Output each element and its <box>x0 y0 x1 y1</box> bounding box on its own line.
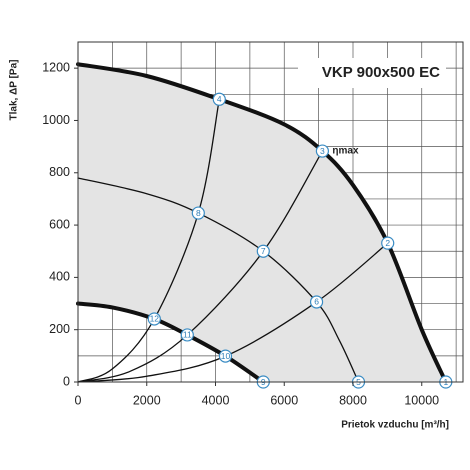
operating-point <box>256 244 270 258</box>
operating-area <box>78 64 446 382</box>
title-box <box>298 58 446 88</box>
y-tick-label: 1200 <box>42 60 70 74</box>
curve <box>77 98 220 383</box>
y-tick-label: 600 <box>49 217 70 231</box>
x-tick-label: 6000 <box>270 393 298 407</box>
y-axis-title: Tlak, ΔP [Pa] <box>9 60 20 121</box>
x-tick-label: 10000 <box>404 393 439 407</box>
x-axis-title: Prietok vzduchu [m³/h] <box>341 420 449 431</box>
x-tick-label: 0 <box>75 393 82 407</box>
y-tick-label: 200 <box>49 322 70 336</box>
operating-point <box>180 328 194 342</box>
operating-point <box>309 295 324 309</box>
annotation: ηmax <box>332 146 359 157</box>
point-label: 6 <box>314 297 319 307</box>
point-label: 7 <box>261 246 266 256</box>
operating-point <box>191 206 205 220</box>
y-tick-label: 1000 <box>42 113 70 127</box>
plot-frame <box>77 41 464 383</box>
x-tick-label: 2000 <box>133 393 161 407</box>
point-label: 3 <box>320 146 325 156</box>
operating-point <box>315 144 330 158</box>
y-tick-label: 400 <box>49 270 70 284</box>
point-label: 2 <box>385 238 390 248</box>
x-tick-label: 4000 <box>202 393 230 407</box>
point-label: 12 <box>150 314 160 324</box>
point-label: 11 <box>183 330 192 340</box>
operating-point <box>381 236 395 250</box>
operating-point <box>218 349 233 363</box>
chart-title: VKP 900x500 EC <box>322 64 440 81</box>
y-tick-label: 0 <box>63 374 70 388</box>
curve <box>77 150 324 383</box>
point-label: 4 <box>217 94 222 104</box>
x-tick-label: 8000 <box>339 393 367 407</box>
point-label: 8 <box>196 208 201 218</box>
operating-point <box>212 92 226 106</box>
point-label: 10 <box>221 351 231 361</box>
operating-point <box>147 312 161 326</box>
y-tick-label: 800 <box>49 165 70 179</box>
